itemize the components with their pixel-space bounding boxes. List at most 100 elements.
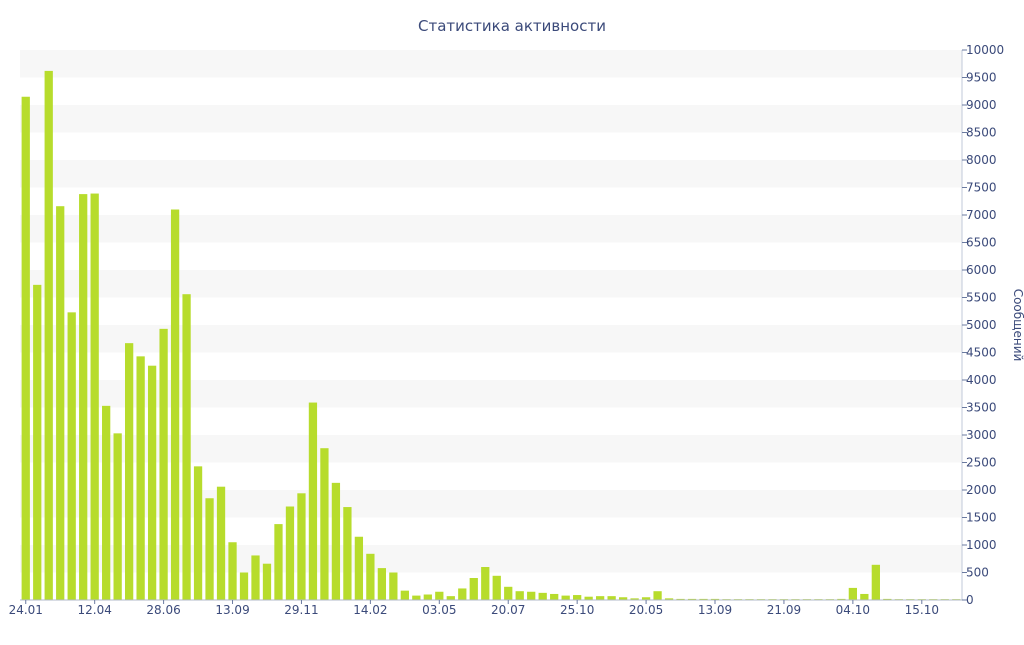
- bar: [377, 568, 387, 600]
- bar: [848, 587, 858, 600]
- x-tick-label: 24.01: [9, 603, 43, 617]
- bar: [147, 365, 157, 600]
- bar: [412, 595, 421, 600]
- y-tick-label: 7500: [966, 181, 997, 195]
- x-tick-label: 29.11: [284, 603, 318, 617]
- bar: [883, 598, 892, 600]
- bar: [67, 312, 76, 600]
- bar: [354, 536, 364, 600]
- bar: [515, 591, 524, 600]
- y-tick-label: 500: [966, 566, 989, 580]
- bar: [641, 597, 651, 600]
- x-tick-label: 13.09: [698, 603, 732, 617]
- grid-band: [20, 270, 962, 298]
- y-tick-label: 1000: [966, 538, 997, 552]
- bar: [550, 593, 559, 600]
- bar: [124, 343, 134, 600]
- bar: [860, 593, 869, 600]
- bars: [21, 70, 961, 601]
- y-tick-label: 1500: [966, 511, 997, 525]
- x-tick-label: 12.04: [77, 603, 111, 617]
- bar: [297, 493, 306, 600]
- y-tick-label: 2500: [966, 456, 997, 470]
- x-tick-label: 14.02: [353, 603, 387, 617]
- bar: [481, 567, 490, 600]
- y-tick-label: 2000: [966, 483, 997, 497]
- x-tick-label: 21.09: [767, 603, 801, 617]
- grid-band: [20, 160, 962, 188]
- y-tick-label: 6000: [966, 263, 997, 277]
- bar: [320, 448, 329, 600]
- bar: [366, 553, 375, 600]
- chart-title: Статистика активности: [418, 17, 606, 35]
- bar: [618, 597, 628, 600]
- grid-band: [20, 105, 962, 133]
- bar: [285, 506, 295, 600]
- y-tick-label: 10000: [966, 43, 1004, 57]
- y-axis-label: Сообщений: [1011, 289, 1024, 362]
- bar: [527, 591, 536, 600]
- y-tick-label: 8500: [966, 126, 997, 140]
- y-axis: 0 500 1000 1500 2000 2500 3000 3500 4000 4500 5000…: [961, 43, 1004, 607]
- bar: [79, 194, 88, 600]
- bar: [584, 596, 593, 600]
- bar: [446, 596, 455, 600]
- x-tick-label: 25.10: [560, 603, 594, 617]
- bar: [102, 405, 111, 600]
- bar: [251, 555, 260, 600]
- bar: [389, 572, 398, 600]
- bar: [871, 564, 880, 600]
- bar: [308, 402, 318, 600]
- y-tick-label: 5500: [966, 291, 997, 305]
- y-tick-label: 0: [966, 593, 974, 607]
- y-tick-label: 3500: [966, 401, 997, 415]
- bar: [262, 563, 272, 600]
- x-tick-label: 04.10: [836, 603, 870, 617]
- bar: [687, 598, 697, 600]
- bar: [561, 595, 570, 600]
- bar: [113, 433, 122, 600]
- bar: [504, 586, 513, 600]
- bar: [595, 596, 605, 600]
- bar: [435, 591, 444, 600]
- bar: [343, 507, 352, 600]
- bar: [205, 498, 214, 600]
- y-tick-label: 4500: [966, 346, 997, 360]
- bar: [274, 524, 283, 600]
- bar: [469, 578, 478, 600]
- grid-band: [20, 50, 962, 78]
- bar: [423, 594, 432, 600]
- bar: [216, 486, 226, 600]
- bar: [400, 590, 409, 600]
- y-tick-label: 6500: [966, 236, 997, 250]
- bar: [538, 592, 547, 600]
- y-tick-label: 7000: [966, 208, 997, 222]
- bar: [90, 193, 99, 601]
- grid-band: [20, 215, 962, 243]
- bar: [699, 598, 708, 600]
- x-tick-label: 15.10: [905, 603, 939, 617]
- y-tick-label: 9500: [966, 71, 997, 85]
- bar: [159, 328, 168, 600]
- y-tick-label: 5000: [966, 318, 997, 332]
- bar: [182, 294, 191, 600]
- bar: [193, 466, 203, 600]
- x-tick-label: 28.06: [146, 603, 180, 617]
- x-axis: 24.01 12.04 28.06 13.09 29.11 14.02 03.05 20.07…: [9, 599, 962, 617]
- bar: [837, 598, 846, 600]
- bar: [653, 591, 662, 600]
- y-tick-label: 4000: [966, 373, 997, 387]
- y-tick-label: 9000: [966, 98, 997, 112]
- bar: [21, 96, 30, 600]
- y-tick-label: 3000: [966, 428, 997, 442]
- bar: [458, 588, 467, 600]
- bar: [170, 209, 180, 600]
- x-tick-label: 03.05: [422, 603, 456, 617]
- bar: [239, 572, 249, 600]
- bar: [607, 596, 616, 600]
- x-tick-label: 13.09: [215, 603, 249, 617]
- bar: [136, 356, 145, 600]
- bar: [492, 575, 501, 600]
